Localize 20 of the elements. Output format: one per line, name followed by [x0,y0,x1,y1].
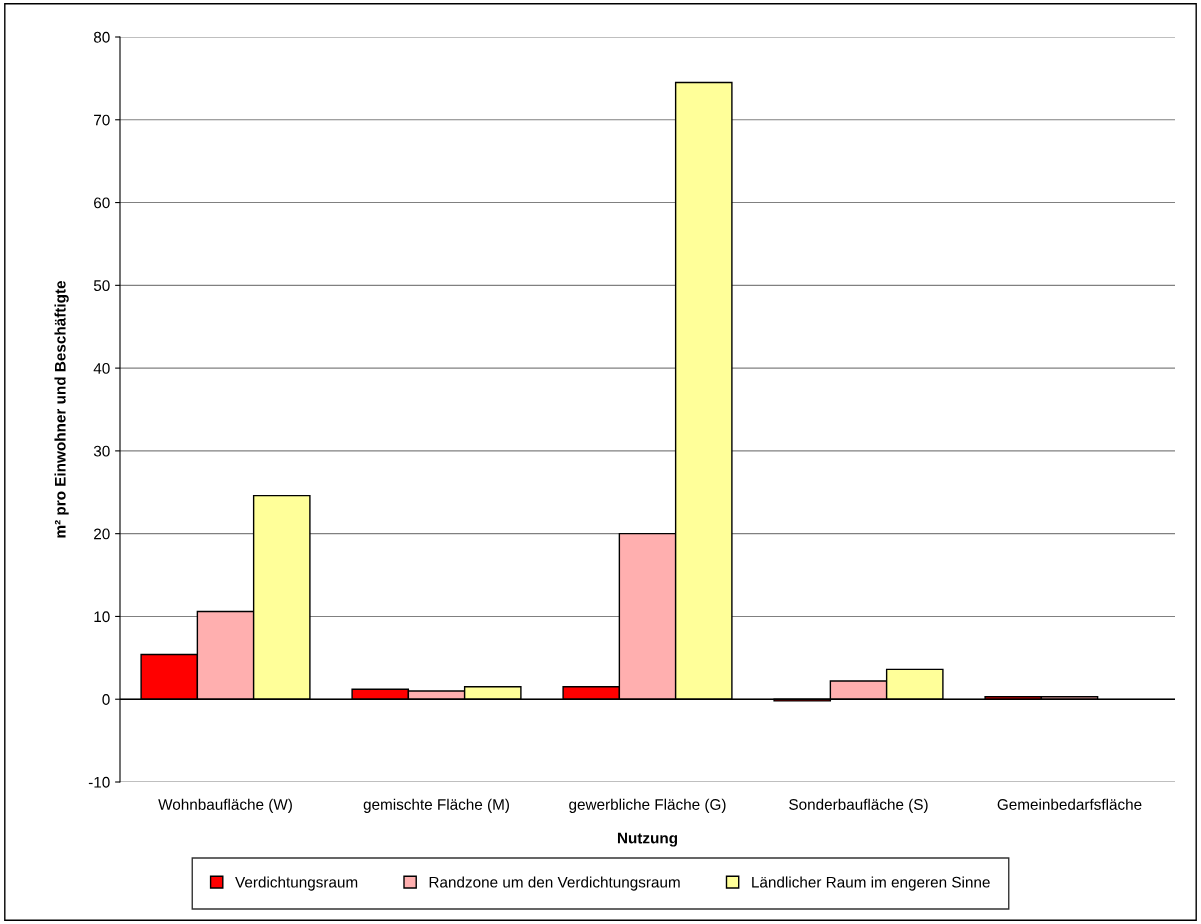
x-tick-label: Sonderbaufläche (S) [789,798,928,813]
y-tick-label: 30 [93,445,110,457]
x-tick-label: gewerbliche Fläche (G) [569,798,726,813]
legend-label: Verdichtungsraum [235,876,358,891]
y-tick-label: 40 [93,362,110,374]
y-tick-label: 60 [94,197,110,209]
y-tick-label: 70 [94,114,110,126]
y-tick-label: 0 [102,694,110,705]
legend-label: Randzone um den Verdichtungsraum [429,876,680,891]
y-tick-label: 50 [93,280,110,292]
x-tick-label: Gemeinbedarfsfläche [997,798,1142,810]
y-axis-title: m² pro Einwohner und Beschäftigte [54,281,69,538]
y-tick-label: 80 [93,31,110,43]
legend-label: Ländlicher Raum im engeren Sinne [752,876,990,891]
y-tick-label: 10 [94,611,110,623]
x-tick-label: gemischte Fläche (M) [363,798,509,813]
x-axis-title: Nutzung [617,832,678,847]
x-tick-label: Wohnbaufläche (W) [158,798,292,813]
y-tick-label: -10 [88,776,110,788]
y-tick-label: 20 [94,528,110,540]
